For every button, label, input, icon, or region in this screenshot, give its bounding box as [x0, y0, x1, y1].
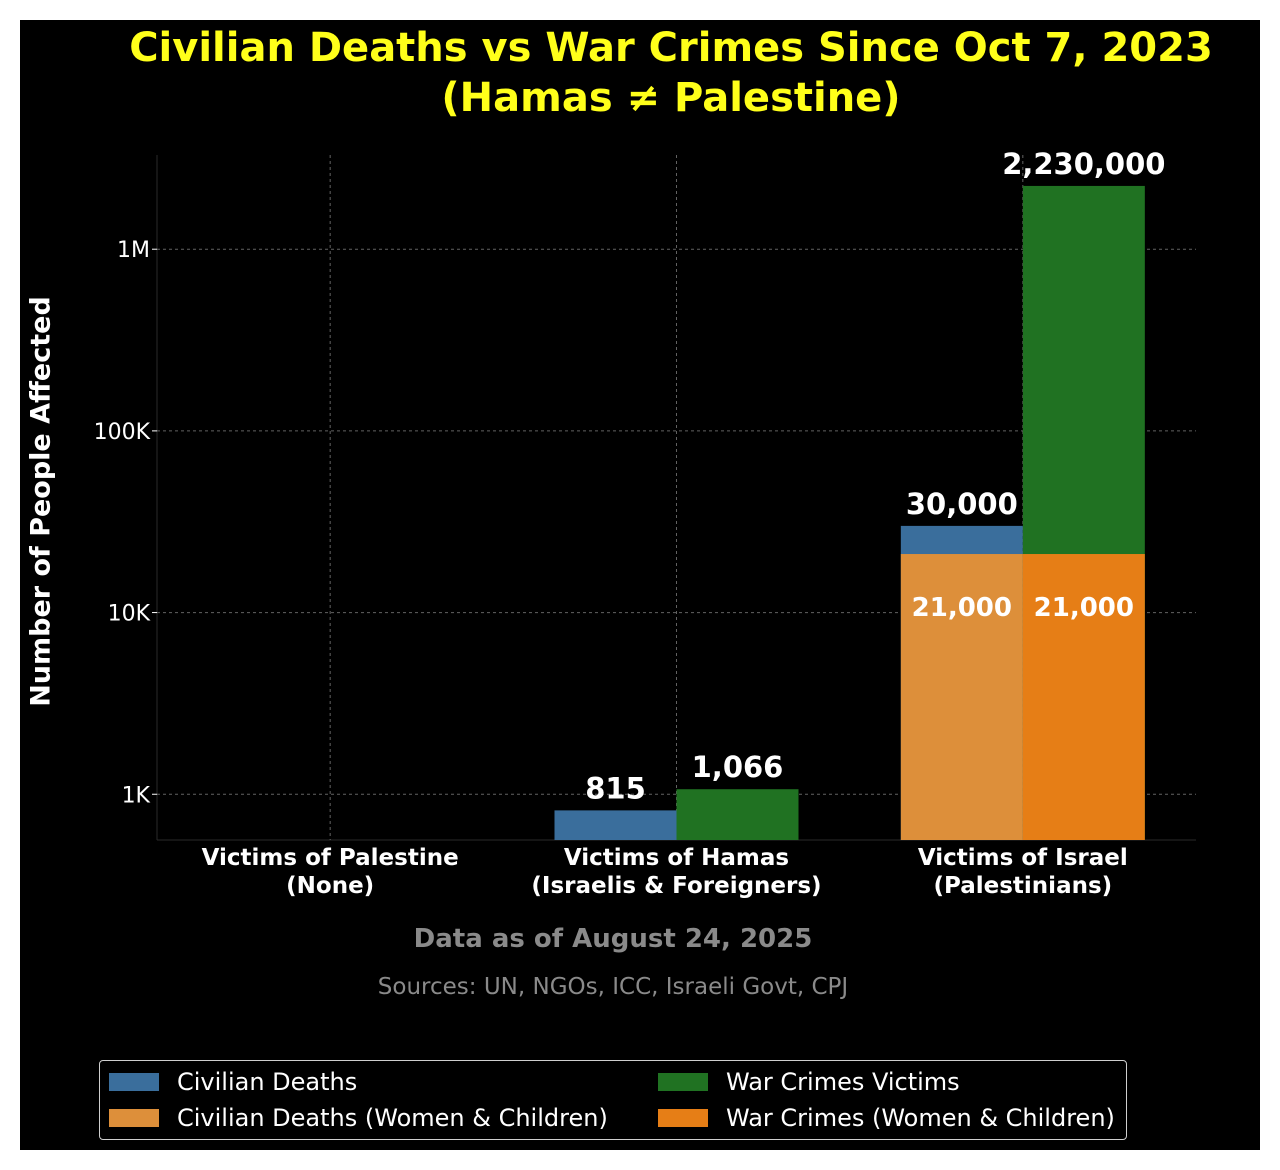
- data-label: 21,000: [1034, 593, 1134, 623]
- x-tick-label: (Palestinians): [933, 873, 1112, 899]
- bar-chart: 1K 10K 100K 1M 815 1,066 30,000 2,230,000 21,000…: [94, 147, 1196, 899]
- data-label: 21,000: [912, 593, 1012, 623]
- data-label: 30,000: [906, 487, 1018, 521]
- bar-war-crimes-women-children: [1022, 554, 1145, 840]
- sources-note: Sources: UN, NGOs, ICC, Israeli Govt, CP…: [377, 974, 849, 1000]
- data-date-note: Data as of August 24, 2025: [413, 924, 813, 954]
- y-tick-label: 100K: [94, 420, 151, 445]
- x-tick-label: Victims of Palestine: [202, 845, 459, 871]
- y-tick-label: 1M: [117, 238, 150, 263]
- y-tick-label: 10K: [108, 602, 151, 627]
- chart-subtitle: (Hamas ≠ Palestine): [441, 75, 901, 121]
- legend-label: Civilian Deaths: [177, 1068, 358, 1096]
- x-tick-label: (None): [286, 873, 374, 899]
- bar-war-crimes-victims: [676, 789, 799, 840]
- y-tick-label: 1K: [122, 783, 151, 808]
- legend-label: War Crimes Victims: [726, 1068, 960, 1096]
- data-label: 815: [585, 771, 646, 805]
- legend-swatch-war-crimes-women-children: [658, 1109, 708, 1127]
- legend-swatch-war-crimes-victims: [658, 1073, 708, 1091]
- data-label: 2,230,000: [1002, 147, 1165, 181]
- legend-label: War Crimes (Women & Children): [726, 1104, 1115, 1132]
- data-label: 1,066: [692, 750, 784, 784]
- x-tick-label: Victims of Israel: [918, 845, 1128, 871]
- legend-label: Civilian Deaths (Women & Children): [177, 1104, 608, 1132]
- chart-frame: Civilian Deaths vs War Crimes Since Oct …: [20, 20, 1260, 1150]
- chart-title: Civilian Deaths vs War Crimes Since Oct …: [129, 25, 1213, 71]
- y-axis-label: Number of People Affected: [25, 296, 57, 707]
- x-tick-label: Victims of Hamas: [564, 845, 789, 871]
- bar-civilian-deaths-women-children: [900, 554, 1023, 840]
- legend: Civilian Deaths Civilian Deaths (Women &…: [99, 1060, 1127, 1140]
- legend-swatch-civilian-deaths-women-children: [109, 1109, 159, 1127]
- bar-civilian-deaths: [554, 810, 677, 840]
- x-tick-label: (Israelis & Foreigners): [531, 873, 821, 899]
- legend-swatch-civilian-deaths: [109, 1073, 159, 1091]
